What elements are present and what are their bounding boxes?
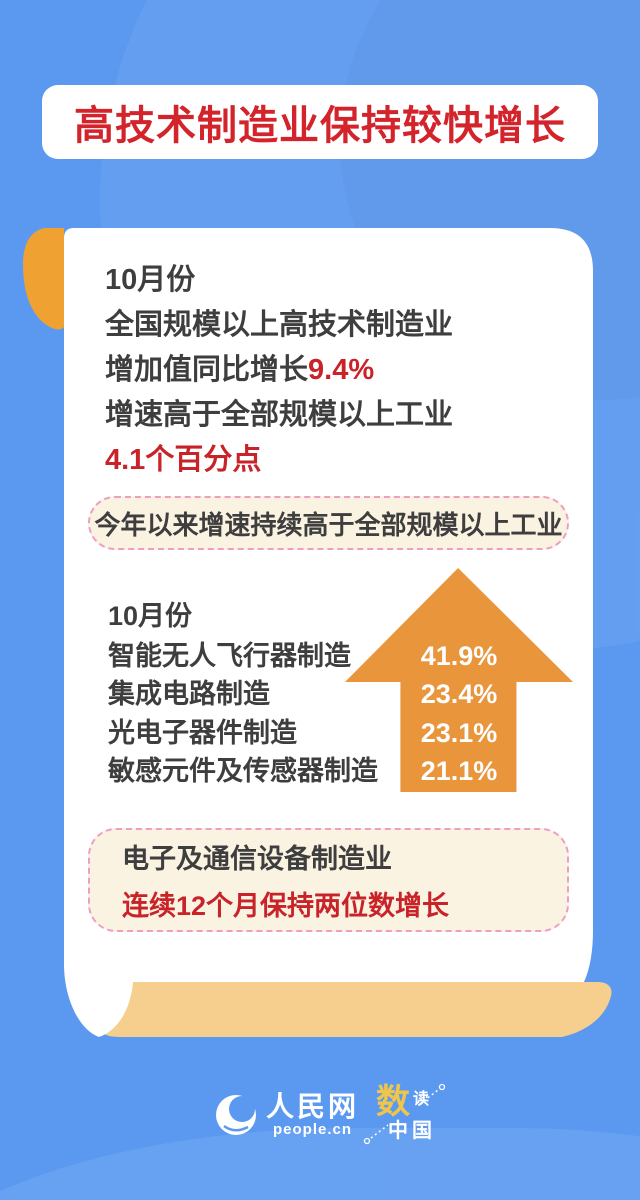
people-cn-domain: people.cn [273,1121,353,1138]
intro-line-scope: 全国规模以上高技术制造业 [105,309,454,341]
poster-title: 高技术制造业保持较快增长 [74,104,566,148]
growth-category-list: 智能无人飞行器制造 集成电路制造 光电子器件制造 敏感元件及传感器制造 [108,637,378,791]
growth-row-value: 23.1% [420,717,498,748]
growth-row-label: 智能无人飞行器制造 [108,641,351,671]
shudu-zhongguo-logo: 数 读 中国 [362,1083,452,1149]
title-banner: 高技术制造业保持较快增长 [42,85,598,159]
scroll-bottom-curl [101,982,612,1037]
intro-line-period: 10月份 [105,264,196,296]
intro-text-block: 10月份 全国规模以上高技术制造业 增加值同比增长9.4% 增速高于全部规模以上… [105,258,453,483]
footer: 人民网 people.cn 数 读 中国 [0,1083,640,1153]
note-pill: 电子及通信设备制造业 连续12个月保持两位数增长 [88,828,569,932]
growth-prefix: 增加值同比增长 [105,354,309,386]
people-cn-globe-icon [216,1095,256,1135]
highlight-pill: 今年以来增速持续高于全部规模以上工业 [88,496,569,550]
growth-row-label: 敏感元件及传感器制造 [108,756,378,787]
shudu-deco-lines-icon [363,1083,446,1145]
intro-line-points: 4.1个百分点 [105,444,262,476]
growth-value-list: 41.9% 23.4% 23.1% 21.1% [345,637,573,791]
intro-line-growth: 增加值同比增长9.4% [105,348,453,393]
note-pill-industry: 电子及通信设备制造业 [122,844,392,874]
shudu-chars-zhongguo: 中国 [388,1120,436,1142]
scroll-top-fold [23,228,64,330]
note-pill-streak: 连续12个月保持两位数增长 [122,891,450,921]
people-cn-wordmark: 人民网 people.cn [266,1092,359,1138]
growth-row-value: 21.1% [420,756,498,787]
highlight-pill-text: 今年以来增速持续高于全部规模以上工业 [94,509,563,540]
growth-row-value: 41.9% [420,641,498,671]
shudu-char-du: 读 [413,1091,430,1108]
shudu-char-shu: 数 [376,1083,410,1121]
growth-value: 9.4% [308,354,375,386]
intro-line-compare: 增速高于全部规模以上工业 [105,399,454,431]
growth-row-label: 集成电路制造 [108,679,270,710]
people-cn-logo: 人民网 people.cn [214,1092,359,1138]
growth-row-label: 光电子器件制造 [108,717,297,748]
people-cn-name: 人民网 [266,1091,360,1122]
growth-period-label: 10月份 [108,601,193,631]
growth-row-value: 23.4% [420,679,498,710]
